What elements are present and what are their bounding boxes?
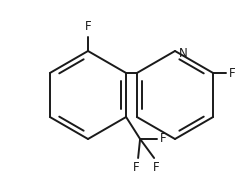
Text: N: N	[178, 47, 187, 60]
Text: F: F	[160, 133, 166, 146]
Text: F: F	[228, 66, 235, 79]
Text: F: F	[152, 161, 159, 174]
Text: F: F	[132, 161, 139, 174]
Text: F: F	[84, 20, 91, 33]
